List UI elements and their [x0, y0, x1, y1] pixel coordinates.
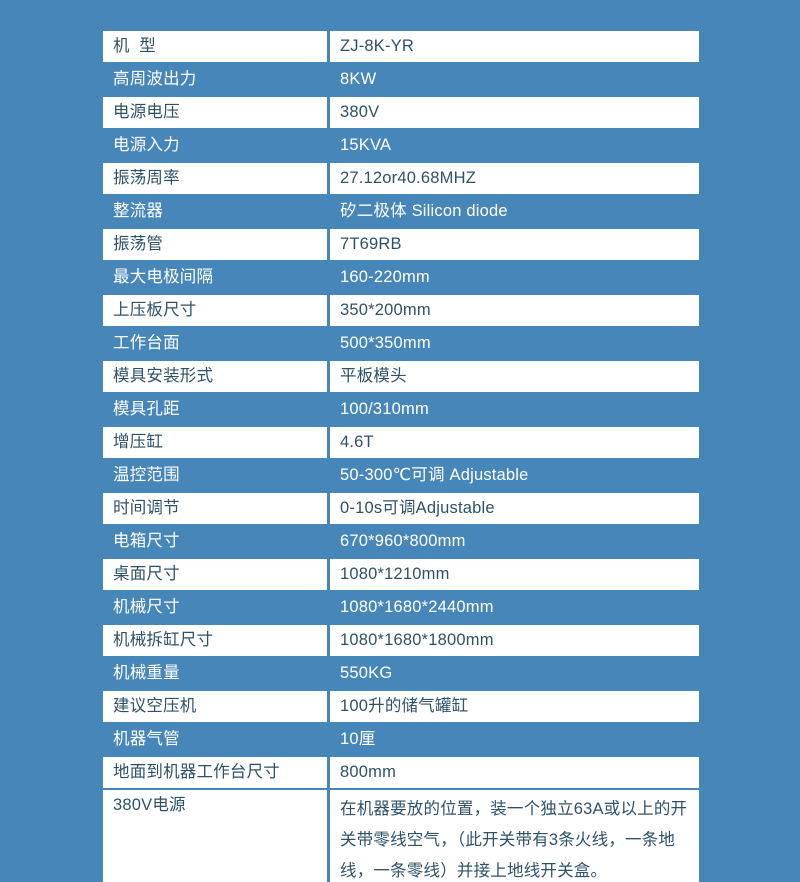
table-row: 电源电压 380V	[103, 97, 699, 128]
spec-value: 50-300℃可调 Adjustable	[330, 460, 699, 491]
spec-label: 上压板尺寸	[103, 295, 327, 326]
spec-label: 机器气管	[103, 724, 327, 755]
table-row: 电源入力 15KVA	[103, 130, 699, 161]
spec-value: 100/310mm	[330, 394, 699, 425]
spec-value: 350*200mm	[330, 295, 699, 326]
spec-label: 温控范围	[103, 460, 327, 491]
table-row: 建议空压机 100升的储气罐缸	[103, 691, 699, 722]
spec-label: 模具安装形式	[103, 361, 327, 392]
table-row: 机 型 ZJ-8K-YR	[103, 31, 699, 62]
spec-label: 380V电源	[103, 790, 327, 882]
spec-value: 800mm	[330, 757, 699, 788]
spec-value: 0-10s可调Adjustable	[330, 493, 699, 524]
spec-value: 380V	[330, 97, 699, 128]
spec-value: 550KG	[330, 658, 699, 689]
table-row: 高周波出力 8KW	[103, 64, 699, 95]
table-row: 时间调节 0-10s可调Adjustable	[103, 493, 699, 524]
spec-value: 4.6T	[330, 427, 699, 458]
spec-value: 平板模头	[330, 361, 699, 392]
table-row: 上压板尺寸 350*200mm	[103, 295, 699, 326]
table-row: 温控范围 50-300℃可调 Adjustable	[103, 460, 699, 491]
table-row: 增压缸 4.6T	[103, 427, 699, 458]
spec-value: 15KVA	[330, 130, 699, 161]
table-row: 最大电极间隔 160-220mm	[103, 262, 699, 293]
table-row: 机械重量 550KG	[103, 658, 699, 689]
spec-value: 500*350mm	[330, 328, 699, 359]
table-row: 地面到机器工作台尺寸 800mm	[103, 757, 699, 788]
table-row: 电箱尺寸 670*960*800mm	[103, 526, 699, 557]
spec-value: 在机器要放的位置，装一个独立63A或以上的开关带零线空气，（此开关带有3条火线，…	[330, 790, 699, 882]
spec-value: 1080*1210mm	[330, 559, 699, 590]
table-row: 振荡周率 27.12or40.68MHZ	[103, 163, 699, 194]
spec-label: 最大电极间隔	[103, 262, 327, 293]
spec-label: 整流器	[103, 196, 327, 227]
spec-value: 10厘	[330, 724, 699, 755]
spec-label: 机 型	[103, 31, 327, 62]
spec-label: 高周波出力	[103, 64, 327, 95]
table-row: 380V电源 在机器要放的位置，装一个独立63A或以上的开关带零线空气，（此开关带…	[103, 790, 699, 882]
table-row: 模具孔距 100/310mm	[103, 394, 699, 425]
spec-label: 机械尺寸	[103, 592, 327, 623]
table-row: 模具安装形式 平板模头	[103, 361, 699, 392]
spec-label: 模具孔距	[103, 394, 327, 425]
spec-label: 电源电压	[103, 97, 327, 128]
table-row: 桌面尺寸 1080*1210mm	[103, 559, 699, 590]
spec-label: 电箱尺寸	[103, 526, 327, 557]
table-row: 机械拆缸尺寸 1080*1680*1800mm	[103, 625, 699, 656]
table-row: 机械尺寸 1080*1680*2440mm	[103, 592, 699, 623]
spec-label: 振荡周率	[103, 163, 327, 194]
spec-value: 矽二极体 Silicon diode	[330, 196, 699, 227]
spec-label: 机械拆缸尺寸	[103, 625, 327, 656]
spec-value: 8KW	[330, 64, 699, 95]
spec-label: 地面到机器工作台尺寸	[103, 757, 327, 788]
spec-value: 100升的储气罐缸	[330, 691, 699, 722]
spec-label: 增压缸	[103, 427, 327, 458]
spec-value: 670*960*800mm	[330, 526, 699, 557]
spec-label: 工作台面	[103, 328, 327, 359]
spec-value: ZJ-8K-YR	[330, 31, 699, 62]
spec-value: 1080*1680*2440mm	[330, 592, 699, 623]
table-row: 工作台面 500*350mm	[103, 328, 699, 359]
table-row: 整流器 矽二极体 Silicon diode	[103, 196, 699, 227]
spec-label: 机械重量	[103, 658, 327, 689]
table-row: 机器气管 10厘	[103, 724, 699, 755]
specification-table: 机 型 ZJ-8K-YR 高周波出力 8KW 电源电压 380V 电源入力 15KVA 振荡周率…	[103, 31, 699, 882]
spec-label: 电源入力	[103, 130, 327, 161]
spec-value: 27.12or40.68MHZ	[330, 163, 699, 194]
spec-value: 160-220mm	[330, 262, 699, 293]
spec-label: 建议空压机	[103, 691, 327, 722]
spec-value: 1080*1680*1800mm	[330, 625, 699, 656]
spec-label: 时间调节	[103, 493, 327, 524]
spec-label: 振荡管	[103, 229, 327, 260]
table-row: 振荡管 7T69RB	[103, 229, 699, 260]
spec-label: 桌面尺寸	[103, 559, 327, 590]
spec-value: 7T69RB	[330, 229, 699, 260]
